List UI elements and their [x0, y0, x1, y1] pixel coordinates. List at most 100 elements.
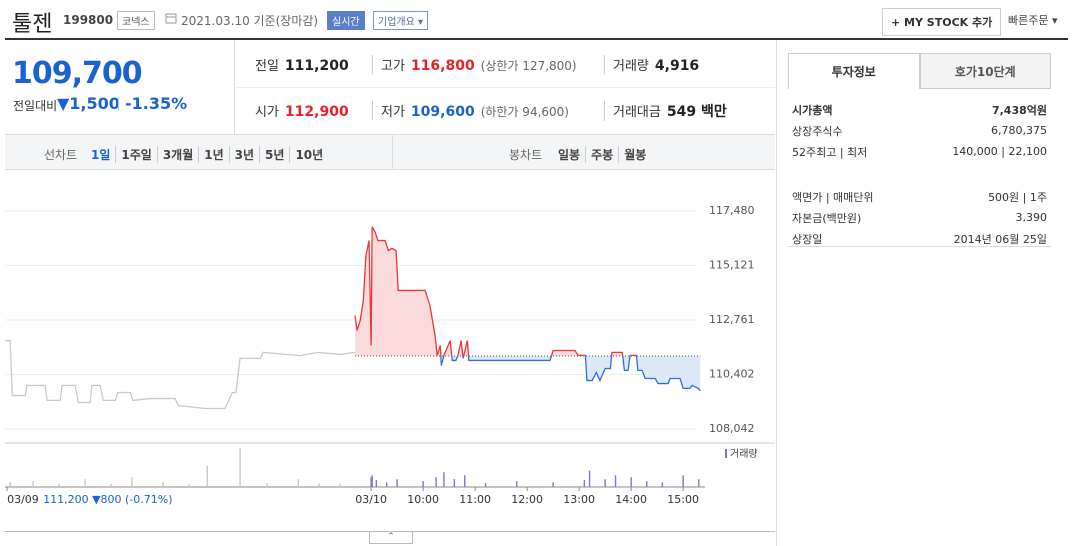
summary-cell: 시가 112,900: [255, 101, 349, 120]
candle-tab[interactable]: 일봉: [558, 148, 581, 162]
invest-row: 액면가 | 매매단위 500원 | 1주: [792, 186, 1047, 207]
volume-bar: [9, 482, 11, 487]
volume-bar: [386, 482, 388, 487]
candle-tabs: 일봉 주봉 월봉: [553, 146, 651, 163]
invest-tab[interactable]: 투자정보: [788, 53, 920, 89]
summary-cell: 고가 116,800 (상한가 127,800): [372, 55, 577, 74]
period-tab[interactable]: 1주일: [115, 146, 156, 163]
x-tick-label: 12:00: [511, 493, 543, 506]
invest-row: 시가총액 7,438억원: [792, 99, 1047, 120]
summary-label: 거래대금: [613, 105, 661, 120]
volume-bar: [339, 483, 341, 487]
summary-label: 시가: [255, 105, 279, 120]
x-tick-label: 11:00: [459, 493, 491, 506]
summary-cell: 전일 111,200: [255, 55, 349, 74]
price-line: [354, 226, 701, 392]
y-tick-label: 112,761: [709, 313, 755, 326]
company-label: 기업개요: [378, 17, 415, 28]
summary-value: 549 백만: [666, 104, 727, 120]
invest-row: 자본금(백만원) 3,390: [792, 207, 1047, 228]
x-tick-label: 15:00: [667, 493, 699, 506]
invest-tabs: 투자정보 호가10단계: [788, 53, 1051, 89]
summary-cell: 거래대금 549 백만: [604, 101, 727, 121]
volume-bar: [646, 481, 648, 487]
volume-bar: [698, 479, 700, 487]
market-badge: 코넥스: [117, 11, 155, 30]
period-tab[interactable]: 10년: [289, 146, 328, 163]
invest-row: 52주최고 | 최저 140,000 | 22,100: [792, 141, 1047, 162]
price-line: [5, 339, 356, 410]
panel-divider: [776, 40, 777, 546]
candle-tab[interactable]: 월봉: [618, 146, 651, 163]
volume-bar: [588, 470, 591, 487]
invest-label: 시가총액: [792, 103, 833, 117]
invest-tab[interactable]: 호가10단계: [919, 53, 1051, 89]
volume-bar: [516, 481, 518, 487]
volume-bar: [84, 479, 86, 487]
volume-bar: [375, 479, 378, 487]
invest-label: 상장주식수: [792, 124, 843, 138]
period-tab[interactable]: 3년: [228, 146, 259, 163]
x-tick-label: 14:00: [615, 493, 647, 506]
summary-value: 109,600: [410, 104, 475, 120]
period-tab[interactable]: 5년: [259, 146, 289, 163]
invest-value: 500원 | 1주: [988, 190, 1047, 204]
prev-note: 111,200 ▼800 (-0.71%): [43, 493, 172, 506]
chart: 117,480 115,121 112,761 110,402 108,042 03/09…: [5, 204, 775, 506]
summary-value: 112,900: [284, 104, 349, 120]
volume-bar: [239, 448, 241, 487]
summary-note: (상한가 127,800): [480, 59, 577, 73]
x-tick-label: 03/09: [7, 493, 39, 506]
volume-bar: [371, 475, 373, 487]
volume-bar: [422, 481, 424, 487]
volume-bar: [583, 479, 586, 487]
volume-bar: [484, 483, 487, 487]
invest-label: 상장일: [792, 232, 823, 246]
volume-bar: [206, 465, 209, 487]
volume-bar: [58, 483, 60, 487]
volume-legend-swatch: [725, 449, 727, 458]
summary-label: 전일: [255, 59, 279, 74]
candle-tab[interactable]: 주봉: [585, 146, 618, 163]
invest-label: 52주최고 | 최저: [792, 145, 868, 159]
price-box: [5, 40, 235, 135]
line-chart-label: 선차트: [44, 148, 78, 162]
summary-label: 거래량: [613, 59, 649, 74]
stock-name: 툴젠: [12, 12, 53, 37]
invest-row: 상장주식수 6,780,375: [792, 120, 1047, 141]
invest-value: 140,000 | 22,100: [952, 145, 1047, 158]
x-tick-label: 10:00: [407, 493, 439, 506]
period-tab[interactable]: 3개월: [156, 146, 198, 163]
invest-row: 상장일 2014년 06월 25일: [792, 228, 1047, 249]
volume-bar: [318, 483, 320, 487]
summary-label: 고가: [381, 59, 405, 74]
invest-value: 7,438억원: [991, 103, 1047, 117]
company-dropdown[interactable]: 기업개요 ▾: [373, 11, 429, 30]
realtime-badge[interactable]: 실시간: [327, 11, 365, 30]
quick-order[interactable]: 빠른주문 ▾: [1008, 14, 1058, 27]
y-tick-label: 115,121: [709, 258, 755, 271]
date: 2021.03.10 기준(장마감): [181, 14, 319, 28]
volume-bar: [297, 479, 300, 487]
invest-label: 액면가 | 매매단위: [792, 190, 874, 204]
summary-label: 저가: [381, 105, 405, 120]
row-rule: [235, 134, 775, 135]
period-tab[interactable]: 1일: [91, 148, 111, 162]
invest-label: 자본금(백만원): [792, 211, 862, 225]
collapse-button[interactable]: ⌃: [369, 532, 413, 544]
x-tick-label: 13:00: [563, 493, 595, 506]
volume-bar: [682, 475, 684, 487]
volume-bar: [131, 476, 133, 487]
volume-bar: [435, 477, 437, 487]
period-tab[interactable]: 1년: [198, 146, 228, 163]
candle-chart-label: 봉차트: [509, 148, 543, 162]
volume-bar: [552, 482, 554, 487]
summary-value: 4,916: [654, 58, 700, 74]
volume-bar: [188, 484, 190, 487]
summary-value: 116,800: [410, 58, 475, 74]
volume-bar: [464, 475, 466, 487]
mystock-button[interactable]: + MY STOCK 추가: [882, 8, 1002, 36]
summary-cell: 저가 109,600 (하한가 94,600): [372, 101, 569, 120]
volume-bar: [661, 482, 664, 487]
line-tabs: 1일 1주일 3개월 1년 3년 5년 10년: [86, 146, 328, 163]
